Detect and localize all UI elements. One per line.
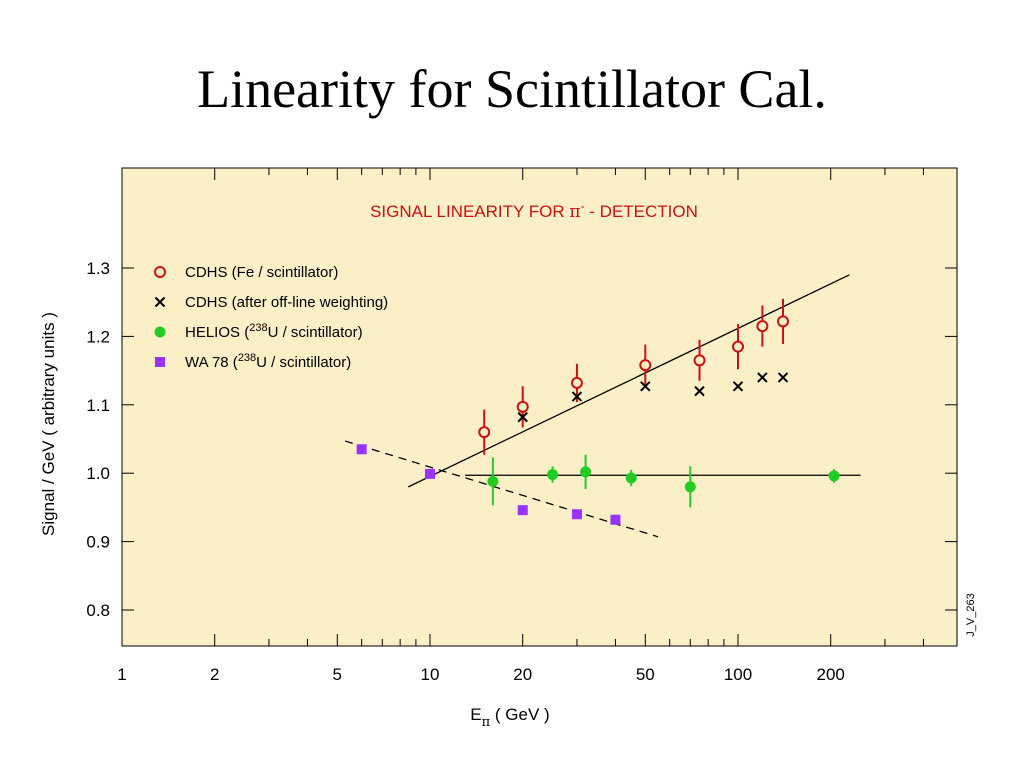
tick-labels: 1 2 5 10 20 50 100 200 0.8 0.9 1.0 1.1 1.2 1.3 <box>86 259 845 684</box>
data-point-helios <box>684 481 696 493</box>
legend-label-helios: HELIOS (238U / scintillator) <box>185 322 363 341</box>
legend: CDHS (Fe / scintillator)CDHS (after off-… <box>154 264 388 371</box>
y-tick-label: 1.2 <box>86 327 110 346</box>
chart-title: SIGNAL LINEARITY FOR π- - DETECTION <box>370 199 698 222</box>
data-point-helios <box>487 475 499 487</box>
data-point-wa78 <box>610 514 621 525</box>
cross-stroke <box>640 381 651 392</box>
series-helios <box>487 454 840 508</box>
data-point-cdhs <box>639 359 652 372</box>
data-point-cdhs <box>570 376 583 389</box>
cross-stroke <box>777 372 789 383</box>
data-point-weighted <box>757 372 768 383</box>
y-tick-label: 1.0 <box>86 464 110 483</box>
x-axis-label: Eπ ( GeV ) <box>470 705 549 730</box>
data-point-weighted <box>732 381 744 392</box>
legend-label-cdhs: CDHS (Fe / scintillator) <box>185 264 338 281</box>
x-tick-label: 2 <box>210 665 219 684</box>
legend-name: HELIOS <box>185 324 240 341</box>
data-point-cdhs <box>693 354 706 367</box>
legend-name: CDHS <box>185 264 228 281</box>
cross-stroke <box>517 411 528 423</box>
cross-stroke <box>154 296 166 308</box>
data-point-weighted <box>777 372 789 383</box>
data-point-weighted <box>517 411 528 423</box>
legend-name: CDHS <box>185 294 228 311</box>
legend-detail: ( <box>240 324 249 341</box>
data-point-cdhs <box>516 400 529 413</box>
legend-marker-weighted <box>154 296 166 308</box>
x-tick-label: 10 <box>421 665 440 684</box>
data-point-cdhs <box>732 340 744 353</box>
legend-label-weighted: CDHS (after off-line weighting) <box>185 294 388 311</box>
x-tick-label: 100 <box>724 665 752 684</box>
y-axis-label: Signal / GeV ( arbitrary units ) <box>39 312 58 536</box>
y-tick-label: 0.8 <box>86 601 110 620</box>
plot-area <box>121 167 958 647</box>
cross-stroke <box>571 391 583 402</box>
legend-superscript: 238 <box>249 322 267 334</box>
legend-marker-cdhs <box>154 266 166 278</box>
pi-symbol: π <box>569 202 580 222</box>
x-tick-label: 200 <box>817 665 845 684</box>
legend-detail-rest: U / scintillator) <box>268 324 363 341</box>
data-point-helios <box>547 469 559 481</box>
data-point-helios <box>625 472 637 484</box>
series-wa78 <box>356 444 621 525</box>
y-tick-label: 1.1 <box>86 396 110 415</box>
fit-lines <box>344 274 861 538</box>
data-point-cdhs <box>756 320 769 333</box>
legend-label-wa78: WA 78 (238U / scintillator) <box>185 352 351 371</box>
y-tick-label: 0.9 <box>86 533 110 552</box>
legend-marker-wa78 <box>155 357 165 367</box>
minus-superscript: - <box>581 199 585 213</box>
cross-stroke <box>757 372 768 383</box>
data-point-cdhs <box>777 315 790 328</box>
x-label-subscript: π <box>482 715 491 730</box>
data-point-helios <box>580 466 592 478</box>
data-point-wa78 <box>571 509 582 520</box>
legend-detail: (Fe / scintillator) <box>228 264 339 281</box>
data-series <box>356 298 840 525</box>
series-weighted <box>517 372 789 423</box>
wa78-fit <box>344 440 659 538</box>
legend-name: WA 78 <box>185 354 229 371</box>
data-point-weighted <box>640 381 651 392</box>
corner-code: J_V_263 <box>965 593 977 636</box>
data-point-helios <box>828 470 840 482</box>
data-point-wa78 <box>425 468 435 479</box>
cross-stroke <box>732 381 744 392</box>
axis-ticks <box>122 168 957 646</box>
y-tick-label: 1.3 <box>86 259 110 278</box>
x-tick-label: 5 <box>333 665 342 684</box>
data-point-cdhs <box>478 426 491 439</box>
cross-stroke <box>694 385 705 397</box>
data-point-weighted <box>571 391 583 402</box>
legend-detail-rest: U / scintillator) <box>256 354 351 371</box>
data-point-wa78 <box>517 505 528 516</box>
cdhs-fit <box>407 274 850 488</box>
data-point-wa78 <box>356 444 367 455</box>
x-tick-label: 50 <box>636 665 655 684</box>
x-tick-label: 20 <box>513 665 532 684</box>
slide-title: Linearity for Scintillator Cal. <box>197 59 827 119</box>
x-tick-label: 1 <box>117 665 126 684</box>
legend-superscript: 238 <box>238 352 256 364</box>
series-cdhs <box>478 298 790 455</box>
legend-marker-helios <box>154 326 166 338</box>
legend-detail: (after off-line weighting) <box>228 294 389 311</box>
legend-detail: ( <box>229 354 238 371</box>
data-point-weighted <box>694 385 705 397</box>
